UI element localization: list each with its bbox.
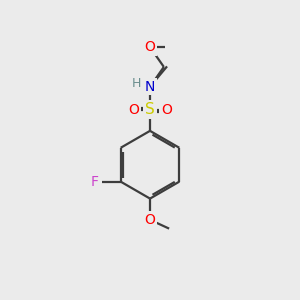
Text: N: N [145, 80, 155, 94]
Text: F: F [91, 175, 99, 189]
Text: S: S [145, 102, 155, 117]
Text: O: O [161, 103, 172, 117]
Text: O: O [145, 213, 155, 227]
Text: O: O [145, 40, 155, 54]
Text: H: H [132, 77, 141, 90]
Text: O: O [128, 103, 139, 117]
